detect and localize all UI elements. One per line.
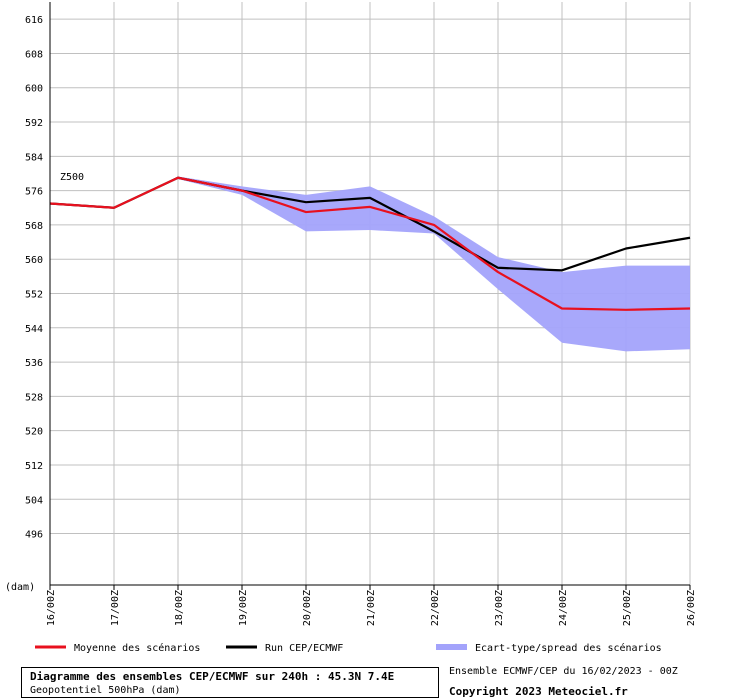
y-tick-label: 528 bbox=[25, 392, 43, 403]
y-tick-label: 552 bbox=[25, 290, 43, 301]
y-tick-label: 600 bbox=[25, 84, 43, 95]
legend-run-label: Run CEP/ECMWF bbox=[265, 643, 343, 654]
y-tick-label: 536 bbox=[25, 358, 43, 369]
legend: Moyenne des scénarios Run CEP/ECMWF Ecart-… bbox=[35, 642, 662, 654]
y-tick-label: 584 bbox=[25, 152, 43, 163]
x-tick-label: 17/00Z bbox=[110, 590, 121, 626]
y-tick-label: 544 bbox=[25, 324, 43, 335]
chart-title-box: Diagramme des ensembles CEP/ECMWF sur 24… bbox=[21, 667, 439, 698]
x-tick-label: 26/00Z bbox=[686, 590, 697, 626]
x-tick-label: 20/00Z bbox=[302, 590, 313, 626]
y-tick-label: 496 bbox=[25, 530, 43, 541]
y-tick-label: 504 bbox=[25, 495, 43, 506]
ensemble-chart: 496 504 512 520 528 536 544 552 560 568 576 584 592 6… bbox=[5, 2, 697, 654]
y-tick-label: 520 bbox=[25, 427, 43, 438]
y-axis-unit-label: (dam) bbox=[5, 582, 35, 593]
y-tick-label: 608 bbox=[25, 49, 43, 60]
x-tick-label: 19/00Z bbox=[238, 590, 249, 626]
x-tick-label: 16/00Z bbox=[46, 590, 57, 626]
ensemble-mean-line bbox=[49, 176, 691, 311]
y-tick-label: 512 bbox=[25, 461, 43, 472]
series-lines bbox=[49, 176, 691, 311]
run-info: Ensemble ECMWF/CEP du 16/02/2023 - 00Z bbox=[449, 666, 678, 677]
y-tick-label: 576 bbox=[25, 187, 43, 198]
x-tick-label: 21/00Z bbox=[366, 590, 377, 626]
spread-area bbox=[50, 176, 690, 352]
chart-subtitle: Geopotentiel 500hPa (dam) bbox=[30, 685, 181, 696]
legend-mean-label: Moyenne des scénarios bbox=[74, 642, 200, 654]
legend-spread-label: Ecart-type/spread des scénarios bbox=[475, 642, 662, 654]
x-tick-label: 23/00Z bbox=[494, 590, 505, 626]
x-tick-label: 25/00Z bbox=[622, 590, 633, 626]
y-tick-label: 616 bbox=[25, 15, 43, 26]
y-tick-label: 568 bbox=[25, 221, 43, 232]
x-tick-label: 18/00Z bbox=[174, 590, 185, 626]
axes: 496 504 512 520 528 536 544 552 560 568 576 584 592 6… bbox=[25, 2, 697, 626]
y-tick-label: 560 bbox=[25, 255, 43, 266]
x-tick-label: 24/00Z bbox=[558, 590, 569, 626]
copyright: Copyright 2023 Meteociel.fr bbox=[449, 685, 628, 698]
chart-title: Diagramme des ensembles CEP/ECMWF sur 24… bbox=[30, 670, 395, 683]
y-tick-label: 592 bbox=[25, 118, 43, 129]
z500-annotation: Z500 bbox=[60, 172, 84, 183]
spread-band bbox=[50, 176, 690, 352]
x-tick-label: 22/00Z bbox=[430, 590, 441, 626]
